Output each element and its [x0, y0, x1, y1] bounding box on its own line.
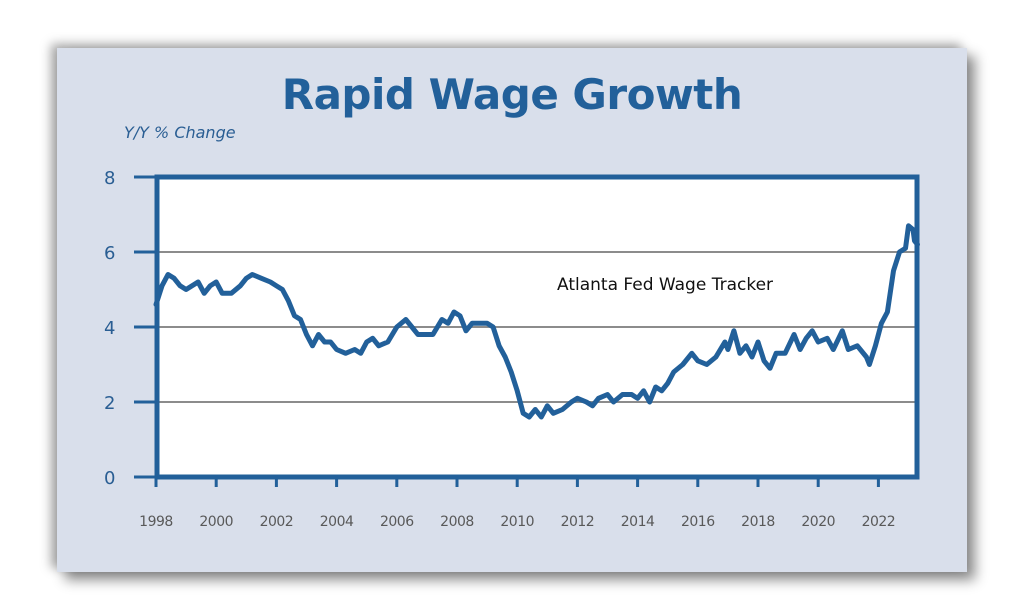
x-tick-label: 2010 [500, 514, 534, 530]
chart-title: Rapid Wage Growth [281, 70, 743, 119]
y-axis-label: Y/Y % Change [124, 123, 236, 142]
x-ticks: 1998 2000 2002 2004 2006 2008 2010 2012 2014 2016… [139, 475, 896, 530]
x-tick-label: 2002 [260, 514, 294, 530]
x-tick-label: 2018 [741, 514, 775, 530]
x-tick-label: 2000 [199, 514, 233, 530]
y-tick-label: 2 [104, 393, 115, 414]
x-tick-label: 2020 [801, 514, 835, 530]
x-tick-label: 2016 [681, 514, 715, 530]
y-tick-label: 4 [104, 318, 115, 339]
x-tick-label: 2008 [440, 514, 474, 530]
x-tick-label: 2022 [862, 514, 896, 530]
series-group [153, 223, 920, 420]
x-tick-label: 1998 [139, 514, 173, 530]
series-annotation: Atlanta Fed Wage Tracker [557, 275, 773, 295]
y-ticks: 0 2 4 6 8 [104, 168, 159, 489]
x-tick-label: 2012 [561, 514, 595, 530]
x-tick-label: 2006 [380, 514, 414, 530]
y-tick-label: 6 [104, 243, 115, 264]
x-tick-label: 2004 [320, 514, 354, 530]
gridlines [159, 251, 915, 403]
x-tick-label: 2014 [621, 514, 655, 530]
y-tick-label: 8 [104, 168, 115, 189]
y-tick-label: 0 [104, 468, 115, 489]
